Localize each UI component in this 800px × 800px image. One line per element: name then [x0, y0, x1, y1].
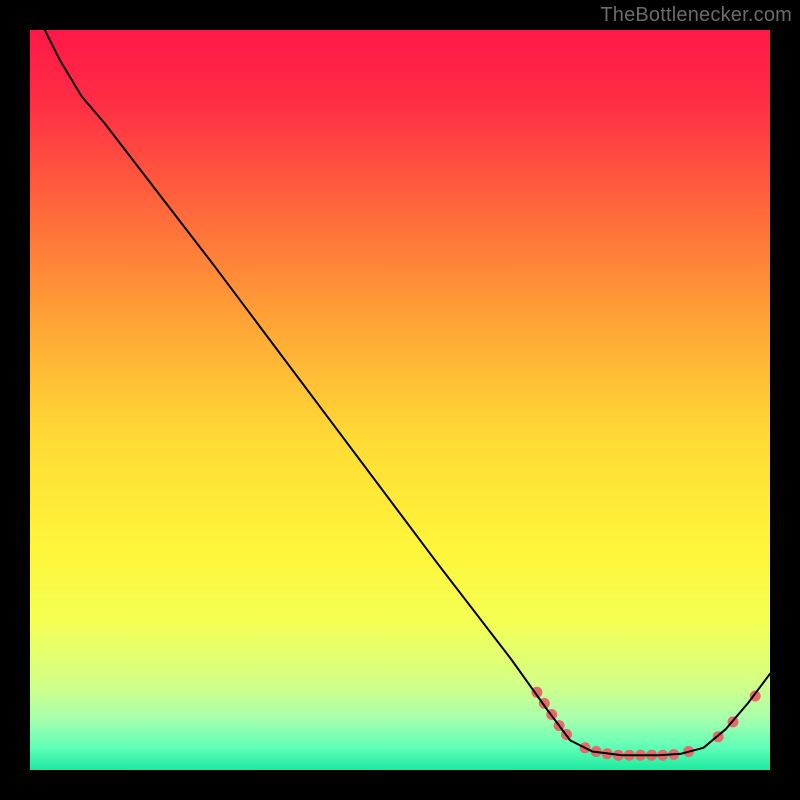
watermark-text: TheBottlenecker.com: [600, 4, 792, 27]
bottleneck-chart: [0, 0, 800, 800]
chart-container: { "watermark": { "text": "TheBottlenecke…: [0, 0, 800, 800]
plot-background: [30, 30, 770, 770]
